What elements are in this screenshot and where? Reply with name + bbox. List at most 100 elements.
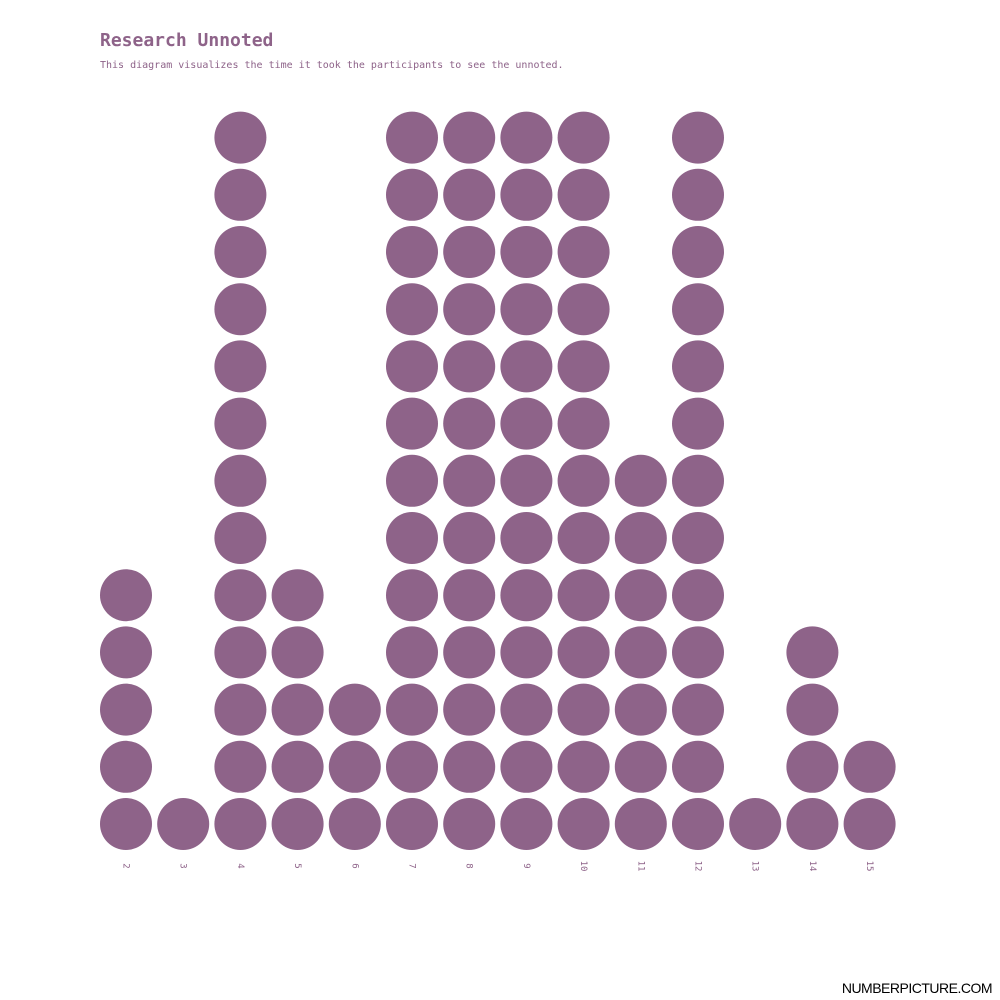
dot-7-13 bbox=[386, 111, 438, 164]
dot-12-8 bbox=[672, 397, 724, 450]
dot-8-5 bbox=[443, 569, 496, 622]
dot-10-7 bbox=[557, 454, 610, 507]
dot-13-1 bbox=[729, 798, 782, 850]
dot-7-11 bbox=[386, 226, 438, 278]
dot-11-7 bbox=[614, 454, 667, 507]
dot-14-3 bbox=[786, 683, 839, 736]
dot-4-11 bbox=[214, 226, 267, 278]
dot-10-4 bbox=[557, 626, 610, 679]
dot-11-1 bbox=[614, 798, 667, 850]
dot-6-2 bbox=[328, 740, 381, 793]
dot-8-6 bbox=[443, 512, 496, 564]
dot-12-13 bbox=[672, 111, 724, 164]
dot-2-5 bbox=[100, 569, 152, 622]
dot-12-1 bbox=[672, 798, 724, 850]
dot-12-12 bbox=[672, 168, 724, 221]
dot-11-4 bbox=[614, 626, 667, 679]
dot-7-10 bbox=[386, 283, 438, 336]
dot-10-6 bbox=[557, 512, 610, 564]
x-tick-labels: 2 3 4 5 6 7 8 9 10 11 12 13 14 15 bbox=[121, 861, 875, 872]
dot-8-3 bbox=[443, 683, 496, 736]
chart-title: Research Unnoted bbox=[100, 30, 274, 51]
dot-4-10 bbox=[214, 283, 267, 336]
dot-9-8 bbox=[500, 397, 553, 450]
dot-4-8 bbox=[214, 397, 267, 450]
x-tick-label-10: 10 bbox=[578, 861, 588, 872]
dot-10-13 bbox=[557, 111, 610, 164]
dot-9-10 bbox=[500, 283, 553, 336]
chart-subtitle: This diagram visualizes the time it took… bbox=[100, 60, 564, 71]
dot-4-6 bbox=[214, 512, 267, 564]
dot-12-3 bbox=[672, 683, 724, 736]
dot-2-3 bbox=[100, 683, 152, 736]
x-tick-label-13: 13 bbox=[750, 861, 760, 872]
dot-8-11 bbox=[443, 226, 496, 278]
dot-7-5 bbox=[386, 569, 438, 622]
x-tick-label-12: 12 bbox=[693, 861, 703, 872]
dot-3-1 bbox=[157, 798, 210, 850]
dot-5-2 bbox=[271, 740, 324, 793]
dot-9-5 bbox=[500, 569, 553, 622]
dot-4-1 bbox=[214, 798, 267, 850]
dot-7-3 bbox=[386, 683, 438, 736]
dot-10-11 bbox=[557, 226, 610, 278]
dot-4-2 bbox=[214, 740, 267, 793]
dot-12-4 bbox=[672, 626, 724, 679]
dot-7-6 bbox=[386, 512, 438, 564]
dot-10-1 bbox=[557, 798, 610, 850]
x-tick-label-4: 4 bbox=[235, 863, 245, 868]
dot-12-5 bbox=[672, 569, 724, 622]
dot-2-1 bbox=[100, 798, 152, 850]
x-tick-label-5: 5 bbox=[292, 863, 302, 868]
x-tick-label-14: 14 bbox=[807, 861, 817, 872]
dot-4-4 bbox=[214, 626, 267, 679]
dot-9-9 bbox=[500, 340, 553, 393]
dot-4-13 bbox=[214, 111, 267, 164]
dot-10-5 bbox=[557, 569, 610, 622]
dot-4-5 bbox=[214, 569, 267, 622]
dot-9-3 bbox=[500, 683, 553, 736]
dot-9-13 bbox=[500, 111, 553, 164]
x-tick-label-9: 9 bbox=[521, 863, 531, 868]
dot-5-5 bbox=[271, 569, 324, 622]
dot-9-4 bbox=[500, 626, 553, 679]
dot-14-1 bbox=[786, 798, 839, 850]
dot-11-3 bbox=[614, 683, 667, 736]
dot-8-7 bbox=[443, 454, 496, 507]
dot-6-3 bbox=[328, 683, 381, 736]
dot-8-4 bbox=[443, 626, 496, 679]
x-tick-label-6: 6 bbox=[349, 863, 359, 868]
dot-15-1 bbox=[843, 798, 896, 850]
dot-4-12 bbox=[214, 168, 267, 221]
dot-7-12 bbox=[386, 168, 438, 221]
dot-9-11 bbox=[500, 226, 553, 278]
dot-10-12 bbox=[557, 168, 610, 221]
dot-5-3 bbox=[271, 683, 324, 736]
dot-9-1 bbox=[500, 798, 553, 850]
x-tick-label-2: 2 bbox=[121, 863, 131, 868]
dot-8-10 bbox=[443, 283, 496, 336]
dot-9-2 bbox=[500, 740, 553, 793]
dot-4-3 bbox=[214, 683, 267, 736]
dot-10-10 bbox=[557, 283, 610, 336]
dot-12-7 bbox=[672, 454, 724, 507]
dot-8-2 bbox=[443, 740, 496, 793]
dot-15-2 bbox=[843, 740, 896, 793]
dot-2-4 bbox=[100, 626, 152, 679]
dot-10-3 bbox=[557, 683, 610, 736]
dot-4-9 bbox=[214, 340, 267, 393]
dot-10-2 bbox=[557, 740, 610, 793]
dot-2-2 bbox=[100, 740, 152, 793]
dot-5-1 bbox=[271, 798, 324, 850]
dot-8-1 bbox=[443, 798, 496, 850]
dot-8-9 bbox=[443, 340, 496, 393]
dot-11-5 bbox=[614, 569, 667, 622]
x-tick-label-15: 15 bbox=[864, 861, 874, 872]
dot-9-7 bbox=[500, 454, 553, 507]
dot-11-2 bbox=[614, 740, 667, 793]
dot-12-6 bbox=[672, 512, 724, 564]
dot-8-13 bbox=[443, 111, 496, 164]
dot-14-2 bbox=[786, 740, 839, 793]
dot-7-7 bbox=[386, 454, 438, 507]
